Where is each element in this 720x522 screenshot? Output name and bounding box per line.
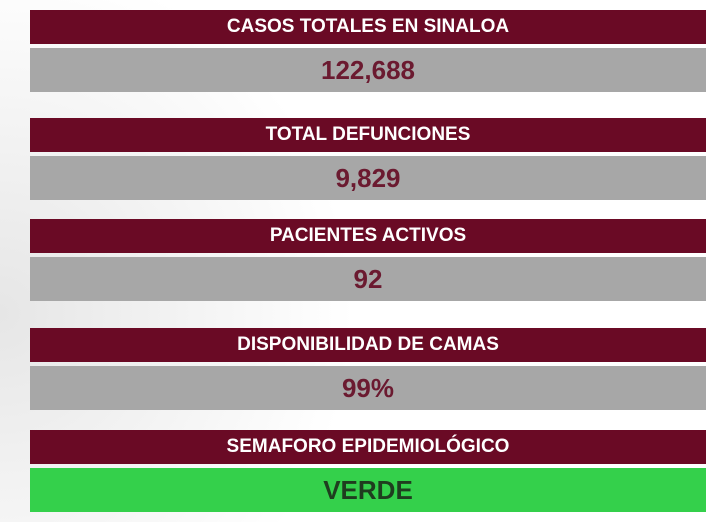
panel-label: SEMAFORO EPIDEMIOLÓGICO <box>30 430 706 464</box>
panel-label: PACIENTES ACTIVOS <box>30 219 706 253</box>
panel-value: 122,688 <box>30 48 706 92</box>
panel-label: CASOS TOTALES EN SINALOA <box>30 10 706 44</box>
panel-value: 9,829 <box>30 156 706 200</box>
panel-label: DISPONIBILIDAD DE CAMAS <box>30 328 706 362</box>
panel-value: 99% <box>30 366 706 410</box>
status-value: VERDE <box>30 468 706 512</box>
panel-value: 92 <box>30 257 706 301</box>
panel-label: TOTAL DEFUNCIONES <box>30 118 706 152</box>
